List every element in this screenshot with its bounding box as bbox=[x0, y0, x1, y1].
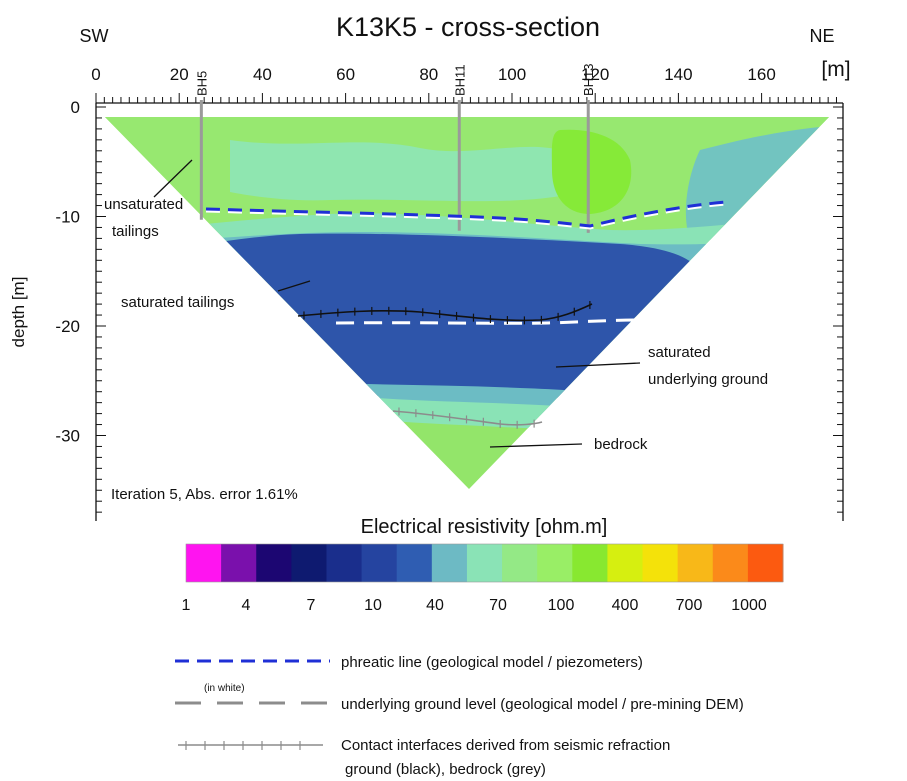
colorbar-swatch bbox=[572, 544, 608, 582]
corner-label-ne: NE bbox=[809, 26, 834, 46]
leader-bedrock bbox=[489, 443, 583, 448]
unsaturated-patch-cool bbox=[230, 140, 560, 202]
corner-label-sw: SW bbox=[80, 26, 109, 46]
colorbar-swatch bbox=[186, 544, 222, 582]
colorbar-title: Electrical resistivity [ohm.m] bbox=[361, 516, 608, 538]
colorbar bbox=[186, 544, 784, 582]
x-tick-label: 120 bbox=[581, 65, 609, 84]
x-tick-labels: 0 20 40 60 80 100 120 140 160 bbox=[91, 65, 776, 84]
borehole-label: BH5 bbox=[194, 71, 209, 96]
iteration-text: Iteration 5, Abs. error 1.61% bbox=[111, 486, 298, 503]
colorbar-tick-labels: 1 4 7 10 40 70 100 400 700 1000 bbox=[182, 597, 767, 614]
colorbar-tick-label: 40 bbox=[426, 597, 444, 614]
label-unsaturated-line1: unsaturated bbox=[104, 196, 183, 213]
x-tick-marks bbox=[95, 93, 837, 103]
colorbar-swatch bbox=[642, 544, 679, 582]
legend: phreatic line (geological model / piezom… bbox=[175, 654, 744, 778]
y-tick-label: 0 bbox=[71, 98, 80, 117]
colorbar-tick-label: 1000 bbox=[731, 597, 767, 614]
colorbar-swatch bbox=[502, 544, 538, 582]
seismic-ground-interface bbox=[297, 303, 593, 322]
label-saturated-tailings: saturated tailings bbox=[121, 294, 234, 311]
colorbar-swatch bbox=[747, 544, 784, 582]
x-tick-label: 160 bbox=[747, 65, 775, 84]
colorbar-swatch bbox=[291, 544, 327, 582]
y-tick-marks bbox=[96, 106, 843, 513]
x-tick-label: 80 bbox=[419, 65, 438, 84]
leader-unsaturated bbox=[153, 159, 193, 198]
x-tick-label: 40 bbox=[253, 65, 272, 84]
seismic-bedrock-interface bbox=[392, 410, 543, 426]
y-tick-label: -20 bbox=[55, 317, 80, 336]
x-tick-label: 140 bbox=[664, 65, 692, 84]
colorbar-tick-label: 70 bbox=[489, 597, 507, 614]
colorbar-swatch bbox=[221, 544, 257, 582]
colorbar-swatch bbox=[256, 544, 292, 582]
label-saturated-ground-line1: saturated bbox=[648, 344, 711, 361]
colorbar-swatch bbox=[677, 544, 714, 582]
colorbar-tick-label: 1 bbox=[182, 597, 191, 614]
unsaturated-patch-warm bbox=[551, 129, 632, 214]
colorbar-swatch bbox=[466, 544, 503, 582]
colorbar-tick-label: 100 bbox=[548, 597, 575, 614]
colorbar-swatch bbox=[431, 544, 468, 582]
colorbar-tick-label: 7 bbox=[307, 597, 316, 614]
colorbar-frame bbox=[185, 543, 784, 583]
ground-level-line bbox=[335, 318, 641, 325]
colorbar-swatch bbox=[396, 544, 433, 582]
label-unsaturated-line2: tailings bbox=[112, 223, 159, 240]
colorbar-swatch bbox=[326, 544, 363, 582]
colorbar-swatch bbox=[712, 544, 749, 582]
leader-saturated-ground bbox=[555, 362, 641, 368]
x-tick-label: 0 bbox=[91, 65, 100, 84]
seismic-ground-ticks bbox=[303, 300, 591, 325]
y-tick-labels: 0 -10 -20 -30 bbox=[55, 98, 80, 446]
colorbar-swatch bbox=[537, 544, 573, 582]
leader-saturated-tailings bbox=[277, 280, 311, 292]
colorbar-tick-label: 4 bbox=[242, 597, 251, 614]
boreholes: BH5 BH11 BH13 bbox=[194, 63, 596, 233]
colorbar-tick-label: 700 bbox=[676, 597, 703, 614]
borehole-label: BH13 bbox=[581, 63, 596, 96]
legend-phreatic-text: phreatic line (geological model / piezom… bbox=[341, 654, 643, 671]
colorbar-swatch bbox=[607, 544, 644, 582]
seismic-bedrock-ticks bbox=[398, 407, 535, 429]
legend-in-white-note: (in white) bbox=[204, 683, 245, 694]
borehole-label: BH11 bbox=[452, 64, 467, 96]
phreatic-line bbox=[205, 200, 727, 228]
x-tick-label: 60 bbox=[336, 65, 355, 84]
label-bedrock: bedrock bbox=[594, 436, 648, 453]
legend-seismic-text-line2: ground (black), bedrock (grey) bbox=[345, 761, 546, 778]
colorbar-tick-label: 10 bbox=[364, 597, 382, 614]
colorbar-swatch bbox=[361, 544, 398, 582]
legend-seismic-ticks bbox=[185, 741, 301, 750]
phreatic-line-white bbox=[205, 202, 727, 230]
saturated-zone bbox=[105, 233, 720, 402]
legend-seismic-text-line1: Contact interfaces derived from seismic … bbox=[341, 737, 670, 754]
x-tick-label: 100 bbox=[498, 65, 526, 84]
label-saturated-ground-line2: underlying ground bbox=[648, 371, 768, 388]
colorbar-tick-label: 400 bbox=[612, 597, 639, 614]
y-axis-label: depth [m] bbox=[9, 277, 28, 348]
legend-ground-level-text: underlying ground level (geological mode… bbox=[341, 696, 744, 713]
x-axis-unit: [m] bbox=[821, 58, 850, 81]
x-tick-label: 20 bbox=[170, 65, 189, 84]
figure-title: K13K5 - cross-section bbox=[336, 12, 600, 42]
y-tick-label: -30 bbox=[55, 427, 80, 446]
y-tick-label: -10 bbox=[55, 208, 80, 227]
